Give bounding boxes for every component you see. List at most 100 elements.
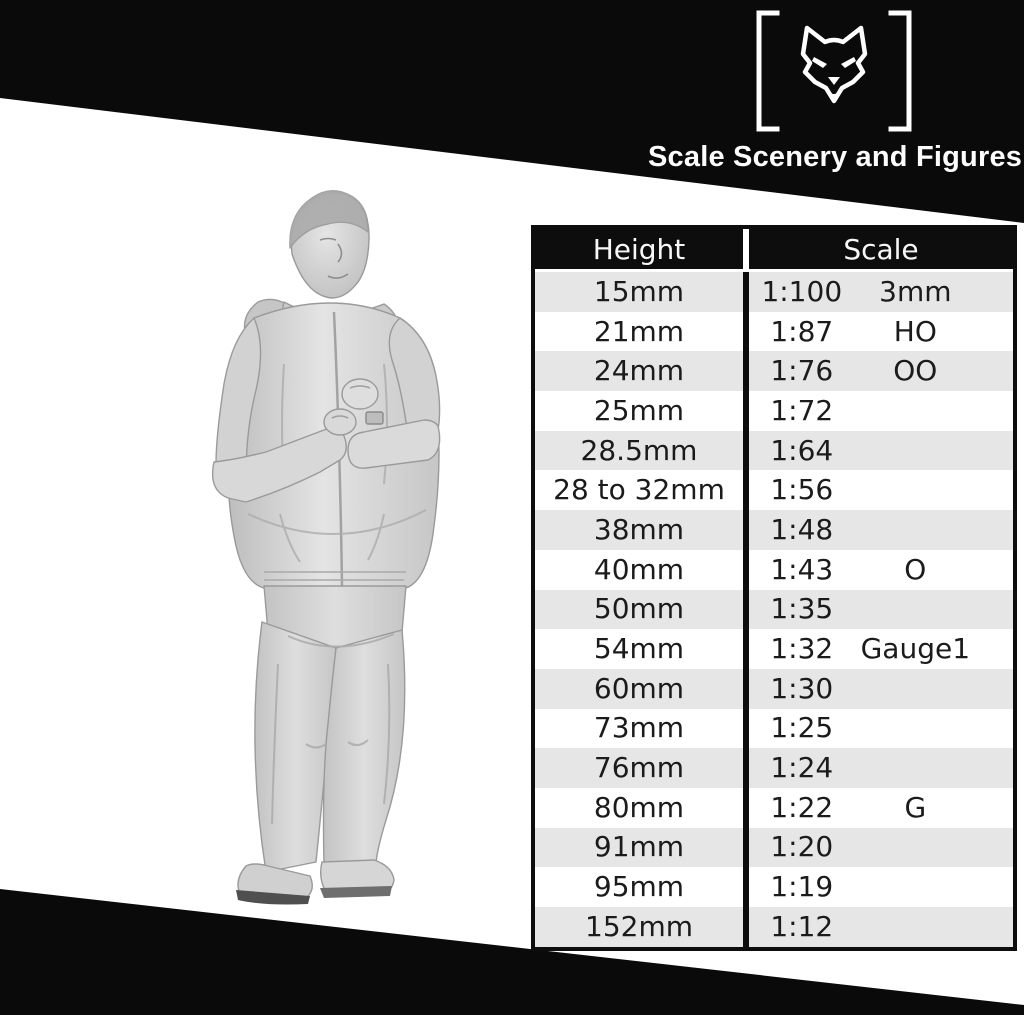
height-cell: 60mm [535,668,749,709]
table-row: 54mm 1:32 Gauge1 [535,629,1013,669]
height-cell: 54mm [535,629,749,669]
scale-cell: 1:43 O [749,550,1013,590]
wolf-chin [829,92,839,97]
table-row: 152mm 1:12 [535,907,1013,947]
scale-ratio: 1:20 [770,830,834,864]
table-body: 15mm 1:100 3mm 21mm 1:87 HO 24mm 1:76 OO 25mm 1:72… [535,272,1013,947]
scale-cell: 1:19 [749,867,1013,907]
scale-ratio: 1:32 [770,632,834,666]
right-forearm [347,419,441,469]
height-cell: 80mm [535,787,749,828]
wolf-head-icon [756,10,912,132]
scale-cell: 1:20 [749,828,1013,868]
scale-ratio: 1:48 [770,512,834,546]
height-cell: 28.5mm [535,430,749,471]
scale-ratio: 1:22 [770,790,834,824]
table-row: 21mm 1:87 HO [535,311,1013,352]
scale-cell: 1:12 [749,907,1013,947]
scale-ratio: 1:100 [761,274,843,308]
scale-ratio: 1:30 [770,671,834,705]
jeans-right-leg [322,629,406,865]
scale-cell: 1:87 HO [749,312,1013,352]
height-cell: 40mm [535,549,749,590]
left-bracket [756,10,780,132]
table-row: 25mm 1:72 [535,391,1013,431]
brand-name-text: Scale Scenery and Figures [648,141,1023,173]
table-row: 28.5mm 1:64 [535,430,1013,471]
table-row: 80mm 1:22 G [535,787,1013,828]
scale-conversion-table: Height Scale 15mm 1:100 3mm 21mm 1:87 HO 24mm 1… [531,225,1017,951]
gauge-label: 3mm [879,274,952,308]
scale-cell: 1:48 [749,510,1013,550]
height-cell: 15mm [535,272,749,312]
gauge-label: OO [893,354,938,388]
hair [289,190,369,249]
scale-ratio: 1:12 [770,909,834,943]
gauge-label: G [904,790,927,824]
table-row: 50mm 1:35 [535,589,1013,630]
scale-cell: 1:56 [749,470,1013,510]
wrist-watch [365,411,384,425]
scale-cell: 1:24 [749,748,1013,788]
height-cell: 28 to 32mm [535,470,749,511]
right-bracket [888,10,912,132]
height-cell: 95mm [535,867,749,907]
brand-logo: Scale Scenery and Figures [648,6,1023,174]
scale-ratio: 1:72 [770,393,834,427]
height-cell: 91mm [535,827,749,868]
table-row: 28 to 32mm 1:56 [535,470,1013,511]
left-fist [323,408,357,436]
left-shoe-sole [236,890,310,905]
height-cell: 21mm [535,311,749,352]
scale-ratio: 1:76 [770,354,834,388]
gauge-label: O [904,552,927,586]
scale-cell: 1:32 Gauge1 [749,629,1013,669]
gauge-label: HO [893,314,937,348]
scale-ratio: 1:35 [770,592,834,626]
scale-cell: 1:72 [749,391,1013,431]
table-row: 60mm 1:30 [535,668,1013,709]
scale-ratio: 1:25 [770,711,834,745]
table-row: 38mm 1:48 [535,510,1013,550]
scanned-man-figure [188,184,478,914]
table-row: 73mm 1:25 [535,708,1013,749]
wolf-right-eye [841,57,856,68]
column-header-height: Height [535,229,749,269]
scale-ratio: 1:24 [770,751,834,785]
scale-ratio: 1:43 [770,552,834,586]
gauge-label: Gauge1 [860,632,971,666]
height-cell: 76mm [535,748,749,788]
table-row: 91mm 1:20 [535,827,1013,868]
scale-ratio: 1:64 [770,433,834,467]
scale-cell: 1:22 G [749,788,1013,828]
right-fist [341,378,379,410]
table-row: 76mm 1:24 [535,748,1013,788]
left-forearm [211,427,347,503]
scale-cell: 1:25 [749,709,1013,749]
height-cell: 38mm [535,510,749,550]
height-cell: 25mm [535,391,749,431]
scale-ratio: 1:56 [770,473,834,507]
wolf-nose [828,77,840,85]
wolf-left-eye [812,57,827,68]
scale-cell: 1:100 3mm [749,272,1013,312]
wolf-outline [800,25,868,104]
left-shoe [237,863,313,899]
scale-cell: 1:30 [749,669,1013,709]
table-row: 40mm 1:43 O [535,549,1013,590]
table-row: 24mm 1:76 OO [535,351,1013,392]
column-header-scale: Scale [843,232,919,266]
table-header-row: Height Scale [535,229,1013,269]
right-shoe-sole [320,886,392,898]
height-cell: 24mm [535,351,749,392]
scale-cell: 1:35 [749,590,1013,630]
height-cell: 50mm [535,589,749,630]
table-row: 95mm 1:19 [535,867,1013,907]
scale-ratio: 1:87 [770,314,834,348]
height-cell: 73mm [535,708,749,749]
scale-cell: 1:76 OO [749,351,1013,391]
scale-cell: 1:64 [749,431,1013,471]
scale-ratio: 1:19 [770,870,834,904]
table-row: 15mm 1:100 3mm [535,272,1013,312]
